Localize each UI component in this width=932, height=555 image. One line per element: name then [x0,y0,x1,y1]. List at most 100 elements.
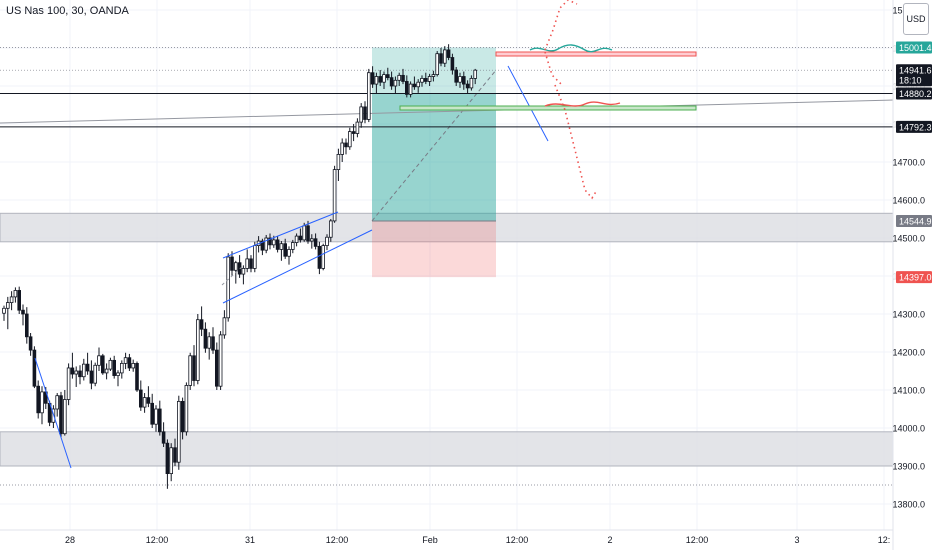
candle-body [135,362,139,391]
candle-body [252,245,257,269]
y-tick-label: 14100.0 [892,386,925,396]
candle-body [104,368,109,374]
x-tick-label: Feb [422,535,438,545]
price-label-box [896,271,932,284]
candle-body [85,363,90,372]
zone-layer [0,212,894,467]
candle-body [317,245,322,269]
candle-body [275,239,280,250]
candle-body [283,243,287,257]
candle-body [78,370,82,378]
candle-body [268,237,272,246]
candle-body [340,142,344,155]
candle-body [461,76,466,85]
x-tick-label: 12:00 [326,535,349,545]
candle-body [199,319,204,330]
candle-body [169,447,174,475]
candle-body [408,83,413,95]
projection-path-up [529,44,613,53]
candle-body [245,258,250,269]
price-label-text: 15001.4 [899,43,932,53]
candle-body [264,237,268,251]
candle-body [74,370,79,375]
y-tick-label: 13800.0 [892,500,925,510]
candle-body [207,336,212,349]
lines-layer [0,47,894,486]
y-tick-label: 14300.0 [892,310,925,320]
candle-body [32,349,37,387]
x-tick-label: 12:00 [506,535,529,545]
candle-body [211,336,215,351]
candle-body [249,258,253,269]
price-label-text: 14941.6 [899,66,932,76]
candle-body [36,385,40,414]
candle-body [161,431,166,444]
candle-body [442,49,447,64]
candle-body [70,367,75,375]
candle-body [195,319,200,381]
candle-body [427,76,432,82]
candle-body [154,408,158,425]
candle-body [21,309,25,315]
candle-body [241,267,246,275]
candle-body [173,447,177,463]
price-label-text: 14880.2 [899,89,932,99]
candle-body [271,239,276,246]
candle-body [63,399,67,435]
candle-body [321,245,325,269]
candle-body [325,236,329,247]
candle-body [97,355,101,366]
candle-body [192,355,196,381]
candle-body [465,83,470,89]
candle-body [420,78,424,83]
candle-body [120,362,124,374]
candle-body [412,83,417,88]
candle-body [165,442,170,475]
candle-body [203,328,208,349]
candle-body [59,395,63,435]
candle-body [146,397,151,404]
candle-body [138,389,143,408]
channel-line [222,211,339,259]
candle-body [82,363,86,378]
candle-body [294,235,299,243]
currency-label[interactable]: USD [903,3,929,35]
candle-body [260,240,265,251]
candle-body [180,400,185,433]
time-axis: 28 12:00 31 12:00 Feb 12:00 2 12:00 3 12: [0,529,893,545]
candle-body [176,400,181,463]
candle-body [302,225,306,241]
x-tick-label: 2 [607,535,612,545]
y-tick-label: 14000.0 [892,424,925,434]
candle-body [347,131,352,148]
candle-body [279,243,284,250]
support-zone [0,431,894,467]
candle-body [378,76,382,83]
price-label-box [896,120,932,133]
candle-body [313,238,318,247]
candle-body [382,74,386,83]
candle-body [309,238,314,242]
candle-body [363,106,367,120]
candle-body [355,121,360,134]
candle-body [150,402,155,425]
x-tick-label: 12: [878,535,891,545]
x-tick-label: 3 [794,535,799,545]
candle-body [359,106,363,123]
position-stop-area [372,220,496,278]
candle-body [454,69,458,83]
channel-line [507,65,549,142]
y-tick-label: 14500.0 [892,234,925,244]
candle-body [40,391,44,414]
candle-body [28,336,33,351]
candle-body [290,242,295,250]
support-box [399,105,697,111]
candle-body [344,142,348,148]
candle-body [13,290,18,298]
candles-layer [2,44,477,489]
dashed-guide [221,265,244,286]
candle-body [336,153,341,170]
position-progress-line [371,69,497,222]
